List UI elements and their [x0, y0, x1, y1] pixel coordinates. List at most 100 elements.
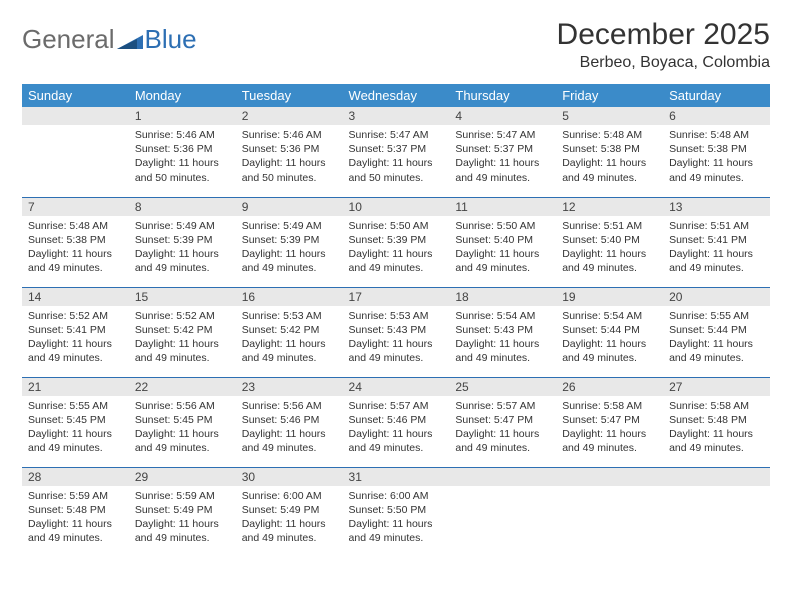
sunset-text: Sunset: 5:42 PM	[242, 323, 337, 337]
calendar-day-cell: 11Sunrise: 5:50 AMSunset: 5:40 PMDayligh…	[449, 197, 556, 287]
weekday-header: Saturday	[663, 84, 770, 107]
sunrise-text: Sunrise: 5:55 AM	[669, 309, 764, 323]
day-number: 9	[236, 198, 343, 216]
day-number: 18	[449, 288, 556, 306]
daylight-text: Daylight: 11 hours and 49 minutes.	[669, 156, 764, 184]
calendar-week-row: 21Sunrise: 5:55 AMSunset: 5:45 PMDayligh…	[22, 377, 770, 467]
day-number: 22	[129, 378, 236, 396]
daylight-text: Daylight: 11 hours and 49 minutes.	[242, 427, 337, 455]
sunrise-text: Sunrise: 5:50 AM	[455, 219, 550, 233]
daylight-text: Daylight: 11 hours and 49 minutes.	[669, 337, 764, 365]
day-details: Sunrise: 5:55 AMSunset: 5:44 PMDaylight:…	[663, 306, 770, 372]
daylight-text: Daylight: 11 hours and 49 minutes.	[669, 427, 764, 455]
calendar-week-row: 1Sunrise: 5:46 AMSunset: 5:36 PMDaylight…	[22, 107, 770, 197]
day-details: Sunrise: 6:00 AMSunset: 5:49 PMDaylight:…	[236, 486, 343, 552]
daylight-text: Daylight: 11 hours and 49 minutes.	[135, 337, 230, 365]
day-details: Sunrise: 5:50 AMSunset: 5:40 PMDaylight:…	[449, 216, 556, 282]
daylight-text: Daylight: 11 hours and 49 minutes.	[242, 337, 337, 365]
daylight-text: Daylight: 11 hours and 49 minutes.	[455, 337, 550, 365]
sunrise-text: Sunrise: 5:58 AM	[669, 399, 764, 413]
calendar-day-cell: 28Sunrise: 5:59 AMSunset: 5:48 PMDayligh…	[22, 467, 129, 557]
day-number: 11	[449, 198, 556, 216]
calendar-day-cell: 4Sunrise: 5:47 AMSunset: 5:37 PMDaylight…	[449, 107, 556, 197]
sunset-text: Sunset: 5:45 PM	[28, 413, 123, 427]
day-number: 21	[22, 378, 129, 396]
daylight-text: Daylight: 11 hours and 50 minutes.	[242, 156, 337, 184]
day-number: 15	[129, 288, 236, 306]
day-details: Sunrise: 5:51 AMSunset: 5:40 PMDaylight:…	[556, 216, 663, 282]
sunset-text: Sunset: 5:45 PM	[135, 413, 230, 427]
day-details	[556, 486, 663, 546]
weekday-header: Friday	[556, 84, 663, 107]
sunrise-text: Sunrise: 6:00 AM	[349, 489, 444, 503]
sunset-text: Sunset: 5:39 PM	[242, 233, 337, 247]
calendar-day-cell: 19Sunrise: 5:54 AMSunset: 5:44 PMDayligh…	[556, 287, 663, 377]
sunrise-text: Sunrise: 5:48 AM	[562, 128, 657, 142]
day-number: 30	[236, 468, 343, 486]
sunset-text: Sunset: 5:42 PM	[135, 323, 230, 337]
calendar-day-cell: 13Sunrise: 5:51 AMSunset: 5:41 PMDayligh…	[663, 197, 770, 287]
sunset-text: Sunset: 5:36 PM	[135, 142, 230, 156]
sunset-text: Sunset: 5:37 PM	[455, 142, 550, 156]
calendar-table: Sunday Monday Tuesday Wednesday Thursday…	[22, 84, 770, 557]
daylight-text: Daylight: 11 hours and 49 minutes.	[135, 427, 230, 455]
day-details: Sunrise: 5:49 AMSunset: 5:39 PMDaylight:…	[236, 216, 343, 282]
daylight-text: Daylight: 11 hours and 50 minutes.	[135, 156, 230, 184]
daylight-text: Daylight: 11 hours and 49 minutes.	[28, 337, 123, 365]
sunset-text: Sunset: 5:39 PM	[349, 233, 444, 247]
sunset-text: Sunset: 5:41 PM	[28, 323, 123, 337]
daylight-text: Daylight: 11 hours and 49 minutes.	[349, 517, 444, 545]
sunset-text: Sunset: 5:38 PM	[562, 142, 657, 156]
daylight-text: Daylight: 11 hours and 49 minutes.	[135, 247, 230, 275]
calendar-day-cell: 27Sunrise: 5:58 AMSunset: 5:48 PMDayligh…	[663, 377, 770, 467]
sunrise-text: Sunrise: 5:57 AM	[455, 399, 550, 413]
weekday-header: Monday	[129, 84, 236, 107]
weekday-header: Sunday	[22, 84, 129, 107]
sunrise-text: Sunrise: 5:49 AM	[135, 219, 230, 233]
day-number: 29	[129, 468, 236, 486]
day-number: 2	[236, 107, 343, 125]
sunrise-text: Sunrise: 5:46 AM	[242, 128, 337, 142]
day-number: 13	[663, 198, 770, 216]
daylight-text: Daylight: 11 hours and 49 minutes.	[135, 517, 230, 545]
calendar-week-row: 7Sunrise: 5:48 AMSunset: 5:38 PMDaylight…	[22, 197, 770, 287]
calendar-day-cell: 23Sunrise: 5:56 AMSunset: 5:46 PMDayligh…	[236, 377, 343, 467]
day-number: 24	[343, 378, 450, 396]
calendar-week-row: 28Sunrise: 5:59 AMSunset: 5:48 PMDayligh…	[22, 467, 770, 557]
daylight-text: Daylight: 11 hours and 50 minutes.	[349, 156, 444, 184]
sunrise-text: Sunrise: 5:53 AM	[349, 309, 444, 323]
day-number: 23	[236, 378, 343, 396]
calendar-day-cell: 9Sunrise: 5:49 AMSunset: 5:39 PMDaylight…	[236, 197, 343, 287]
calendar-day-cell: 18Sunrise: 5:54 AMSunset: 5:43 PMDayligh…	[449, 287, 556, 377]
calendar-day-cell: 10Sunrise: 5:50 AMSunset: 5:39 PMDayligh…	[343, 197, 450, 287]
daylight-text: Daylight: 11 hours and 49 minutes.	[455, 247, 550, 275]
sunset-text: Sunset: 5:43 PM	[349, 323, 444, 337]
sunrise-text: Sunrise: 5:54 AM	[562, 309, 657, 323]
sunset-text: Sunset: 5:46 PM	[242, 413, 337, 427]
day-number: 8	[129, 198, 236, 216]
sunset-text: Sunset: 5:37 PM	[349, 142, 444, 156]
calendar-day-cell: 3Sunrise: 5:47 AMSunset: 5:37 PMDaylight…	[343, 107, 450, 197]
calendar-day-cell: 14Sunrise: 5:52 AMSunset: 5:41 PMDayligh…	[22, 287, 129, 377]
day-details: Sunrise: 5:58 AMSunset: 5:47 PMDaylight:…	[556, 396, 663, 462]
day-number: 5	[556, 107, 663, 125]
day-details: Sunrise: 5:57 AMSunset: 5:46 PMDaylight:…	[343, 396, 450, 462]
day-details	[22, 125, 129, 185]
day-details: Sunrise: 5:48 AMSunset: 5:38 PMDaylight:…	[22, 216, 129, 282]
sunrise-text: Sunrise: 5:52 AM	[135, 309, 230, 323]
brand-blue: Blue	[145, 24, 197, 55]
brand-logo: General Blue	[22, 24, 197, 55]
day-number: 3	[343, 107, 450, 125]
calendar-day-cell: 6Sunrise: 5:48 AMSunset: 5:38 PMDaylight…	[663, 107, 770, 197]
day-details: Sunrise: 5:59 AMSunset: 5:49 PMDaylight:…	[129, 486, 236, 552]
day-number: 16	[236, 288, 343, 306]
calendar-day-cell: 21Sunrise: 5:55 AMSunset: 5:45 PMDayligh…	[22, 377, 129, 467]
calendar-day-cell: 16Sunrise: 5:53 AMSunset: 5:42 PMDayligh…	[236, 287, 343, 377]
sunrise-text: Sunrise: 5:51 AM	[669, 219, 764, 233]
calendar-day-cell: 25Sunrise: 5:57 AMSunset: 5:47 PMDayligh…	[449, 377, 556, 467]
sunset-text: Sunset: 5:46 PM	[349, 413, 444, 427]
calendar-day-cell: 20Sunrise: 5:55 AMSunset: 5:44 PMDayligh…	[663, 287, 770, 377]
sunrise-text: Sunrise: 5:59 AM	[28, 489, 123, 503]
page-header: General Blue December 2025 Berbeo, Boyac…	[22, 18, 770, 72]
day-details: Sunrise: 5:49 AMSunset: 5:39 PMDaylight:…	[129, 216, 236, 282]
